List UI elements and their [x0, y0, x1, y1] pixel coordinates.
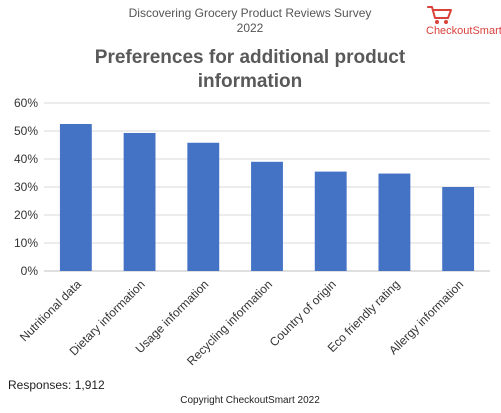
y-tick-label: 50% — [14, 124, 38, 138]
bar — [378, 173, 411, 271]
bar — [251, 161, 283, 271]
category-label: Nutritional data — [17, 277, 84, 344]
shopping-cart-icon — [427, 6, 452, 24]
survey-title: Discovering Grocery Product Reviews Surv… — [128, 6, 372, 35]
y-tick-label: 20% — [14, 208, 38, 222]
bar — [314, 171, 347, 271]
bar — [187, 142, 220, 271]
y-axis-ticks: 0% 10% 20% 30% 40% 50% 60% — [14, 96, 38, 278]
bars — [59, 124, 475, 271]
bar — [59, 124, 92, 271]
y-tick-label: 40% — [14, 152, 38, 166]
logo-text: CheckoutSmart — [426, 25, 501, 37]
category-label: Country of origin — [267, 277, 339, 349]
y-tick-label: 30% — [14, 180, 38, 194]
y-tick-label: 60% — [14, 96, 38, 110]
checkoutsmart-logo: CheckoutSmart — [426, 4, 501, 38]
y-tick-label: 0% — [21, 264, 39, 278]
bar — [442, 187, 475, 271]
responses-count: Responses: 1,912 — [8, 378, 105, 392]
copyright-text: Copyright CheckoutSmart 2022 — [180, 395, 320, 406]
chart-title: Preferences for additional product infor… — [94, 47, 406, 92]
bar — [123, 132, 156, 271]
y-tick-label: 10% — [14, 236, 38, 250]
